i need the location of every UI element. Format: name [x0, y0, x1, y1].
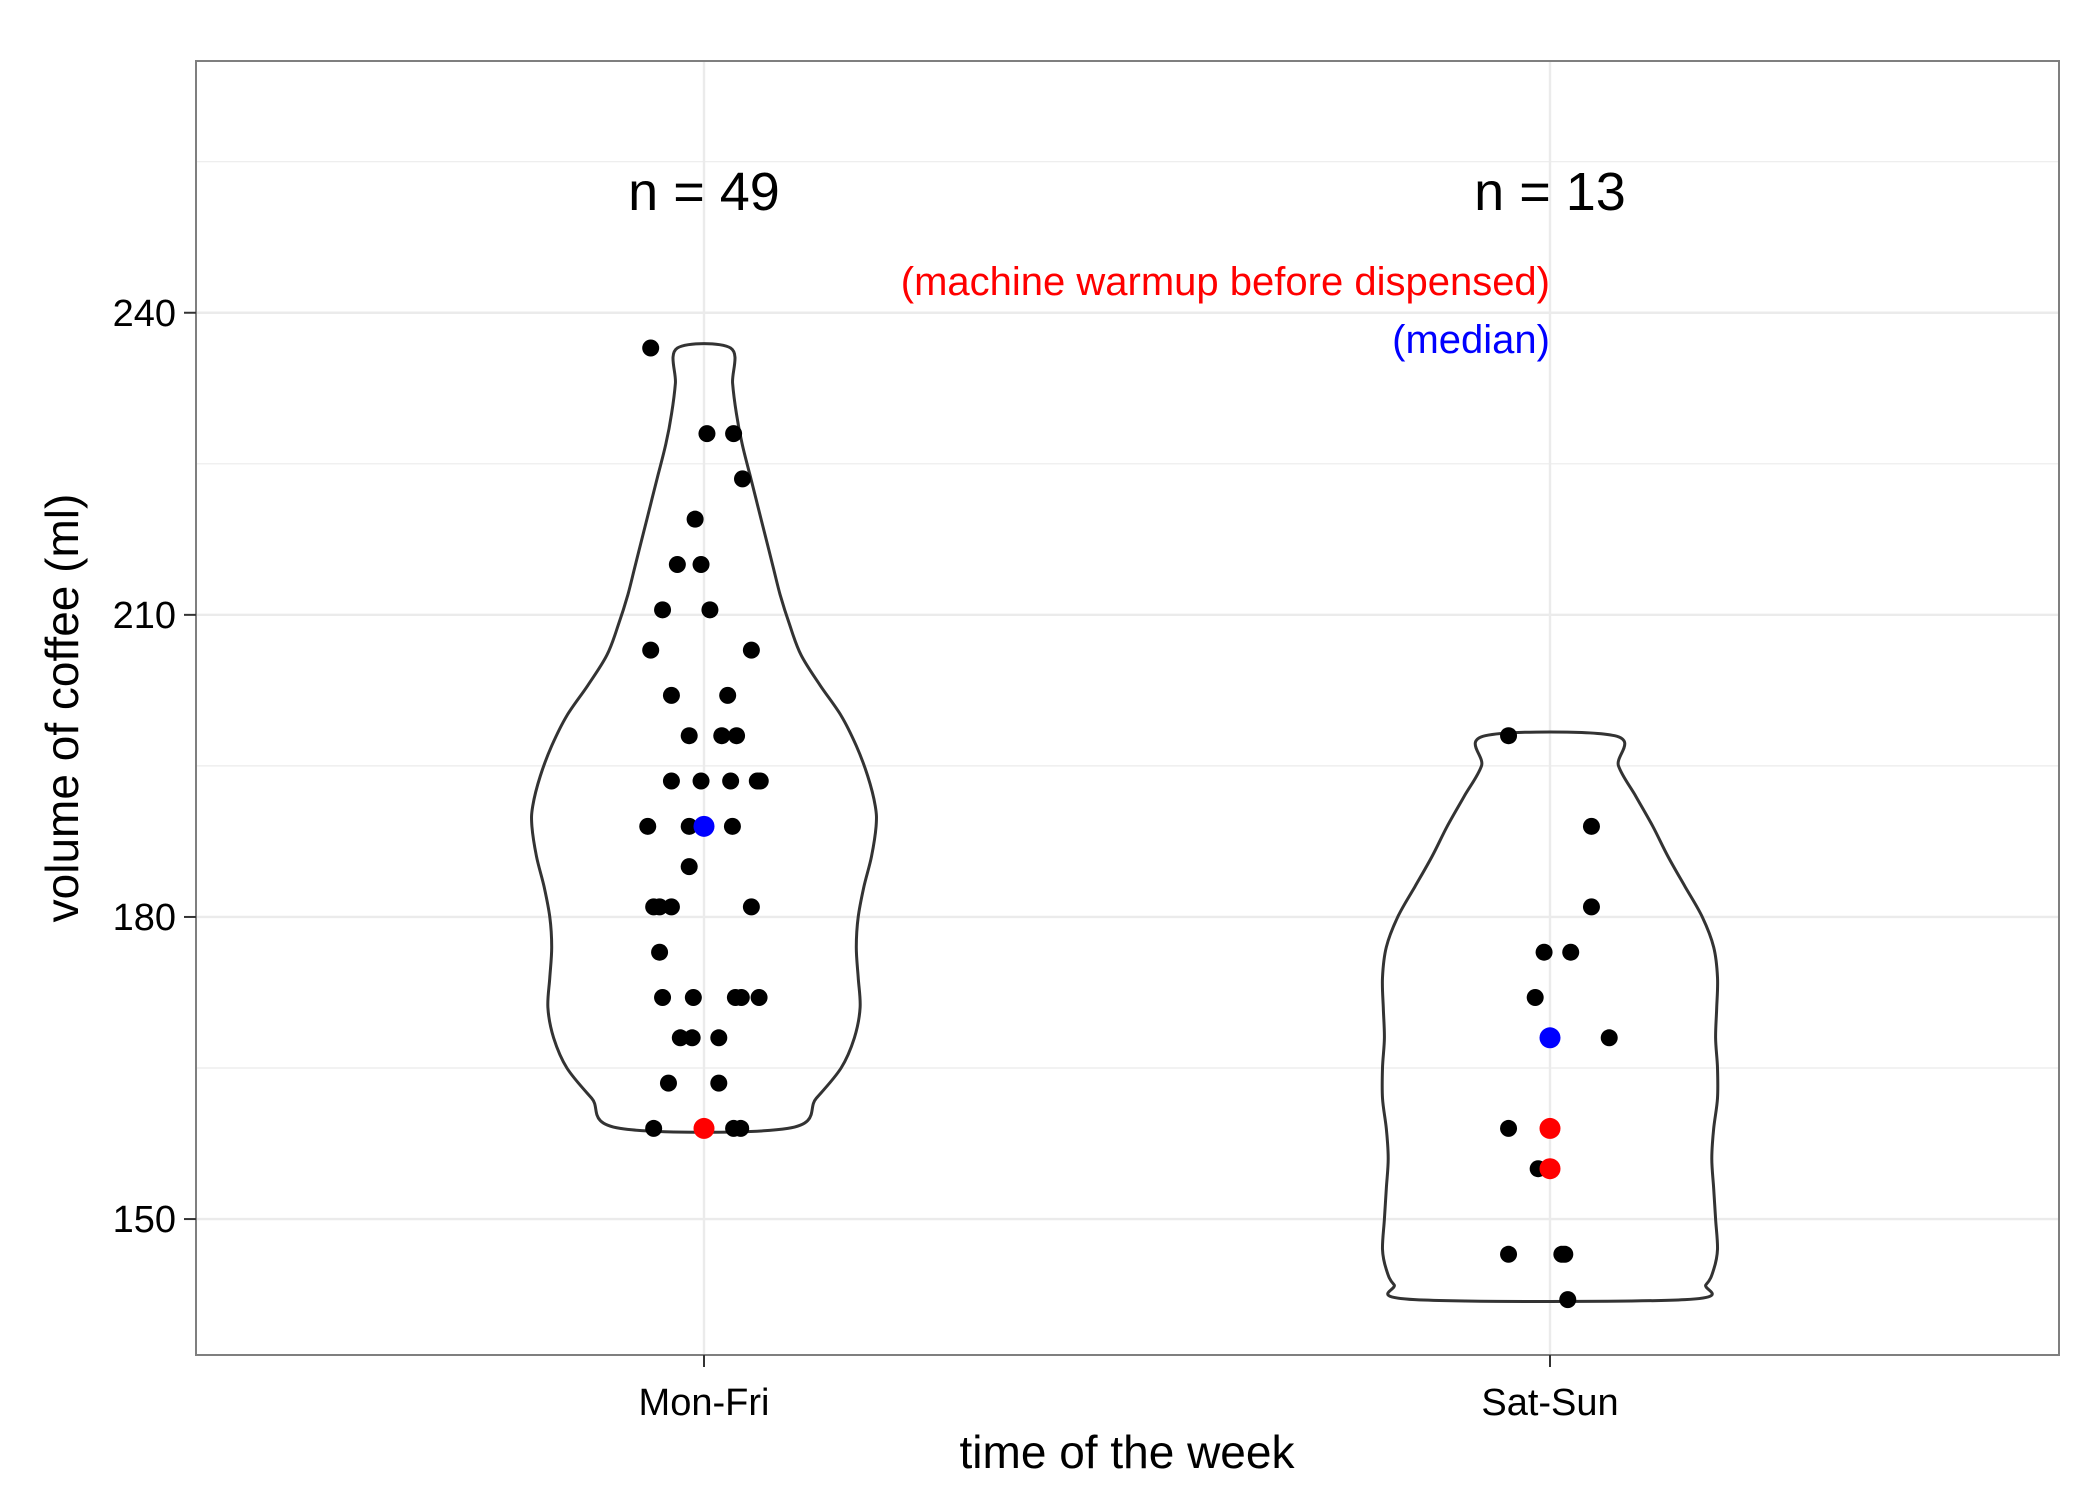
data-point	[733, 470, 751, 488]
warmup-point	[693, 1117, 715, 1139]
data-point	[642, 641, 660, 659]
data-point	[692, 772, 710, 790]
warmup-point	[1539, 1117, 1561, 1139]
x-axis-title: time of the week	[960, 1426, 1296, 1478]
data-point	[683, 1029, 701, 1047]
data-point	[710, 1074, 728, 1092]
data-point	[725, 425, 743, 443]
data-point	[680, 858, 698, 876]
data-point	[722, 772, 740, 790]
data-point	[651, 898, 669, 916]
data-point	[723, 817, 741, 835]
y-tick-label: 240	[113, 293, 176, 335]
data-point	[1500, 727, 1518, 745]
data-point	[654, 601, 672, 619]
data-point	[742, 898, 760, 916]
data-point	[668, 556, 686, 574]
data-point	[684, 989, 702, 1007]
median-note: (median)	[1392, 318, 1550, 362]
data-point	[671, 1029, 689, 1047]
violin-mon-fri	[530, 342, 878, 1134]
data-point	[639, 817, 657, 835]
y-tick-label: 150	[113, 1199, 176, 1241]
data-point	[1500, 1119, 1518, 1137]
data-point	[1600, 1029, 1618, 1047]
data-point	[713, 727, 731, 745]
data-point	[701, 601, 719, 619]
panel-border	[195, 60, 2060, 1356]
data-point	[732, 989, 750, 1007]
x-tick-label: Mon-Fri	[639, 1382, 770, 1424]
data-point	[1556, 1245, 1574, 1263]
data-point	[686, 510, 704, 528]
n-label-mon-fri: n = 49	[628, 162, 780, 222]
data-point	[1562, 943, 1580, 961]
y-tick-label: 180	[113, 897, 176, 939]
axis-ticks: 150 180 210 240 Mon-Fri Sat-Sun	[113, 293, 1619, 1424]
data-point	[651, 943, 669, 961]
violin-sat-sun	[1380, 730, 1720, 1303]
data-point	[750, 989, 768, 1007]
y-tick-label: 210	[113, 595, 176, 637]
data-point	[1559, 1291, 1577, 1309]
y-axis-title: volume of coffee (ml)	[36, 494, 88, 923]
data-point	[1582, 898, 1600, 916]
data-point	[692, 556, 710, 574]
data-point	[662, 898, 680, 916]
data-point	[1582, 817, 1600, 835]
data-point	[680, 727, 698, 745]
warmup-note: (machine warmup before dispensed)	[901, 260, 1550, 304]
data-point	[710, 1029, 728, 1047]
data-point	[1535, 943, 1553, 961]
data-point	[645, 1119, 663, 1137]
data-point	[698, 425, 716, 443]
grid-lines	[196, 61, 2059, 1355]
data-point	[662, 772, 680, 790]
data-point	[1500, 1245, 1518, 1263]
median-point	[693, 815, 715, 837]
data-point	[662, 686, 680, 704]
data-point	[719, 686, 737, 704]
data-point	[659, 1074, 677, 1092]
data-point	[1526, 989, 1544, 1007]
warmup-point	[1539, 1158, 1561, 1180]
n-label-sat-sun: n = 13	[1474, 162, 1626, 222]
median-point	[1539, 1027, 1561, 1049]
data-point	[654, 989, 672, 1007]
data-point	[751, 772, 769, 790]
data-point	[680, 817, 698, 835]
data-point	[742, 641, 760, 659]
violins	[530, 342, 1720, 1303]
data-point	[642, 339, 660, 357]
data-point	[732, 1119, 750, 1137]
data-point	[728, 727, 746, 745]
x-tick-label: Sat-Sun	[1481, 1382, 1618, 1424]
data-points	[639, 339, 1618, 1309]
